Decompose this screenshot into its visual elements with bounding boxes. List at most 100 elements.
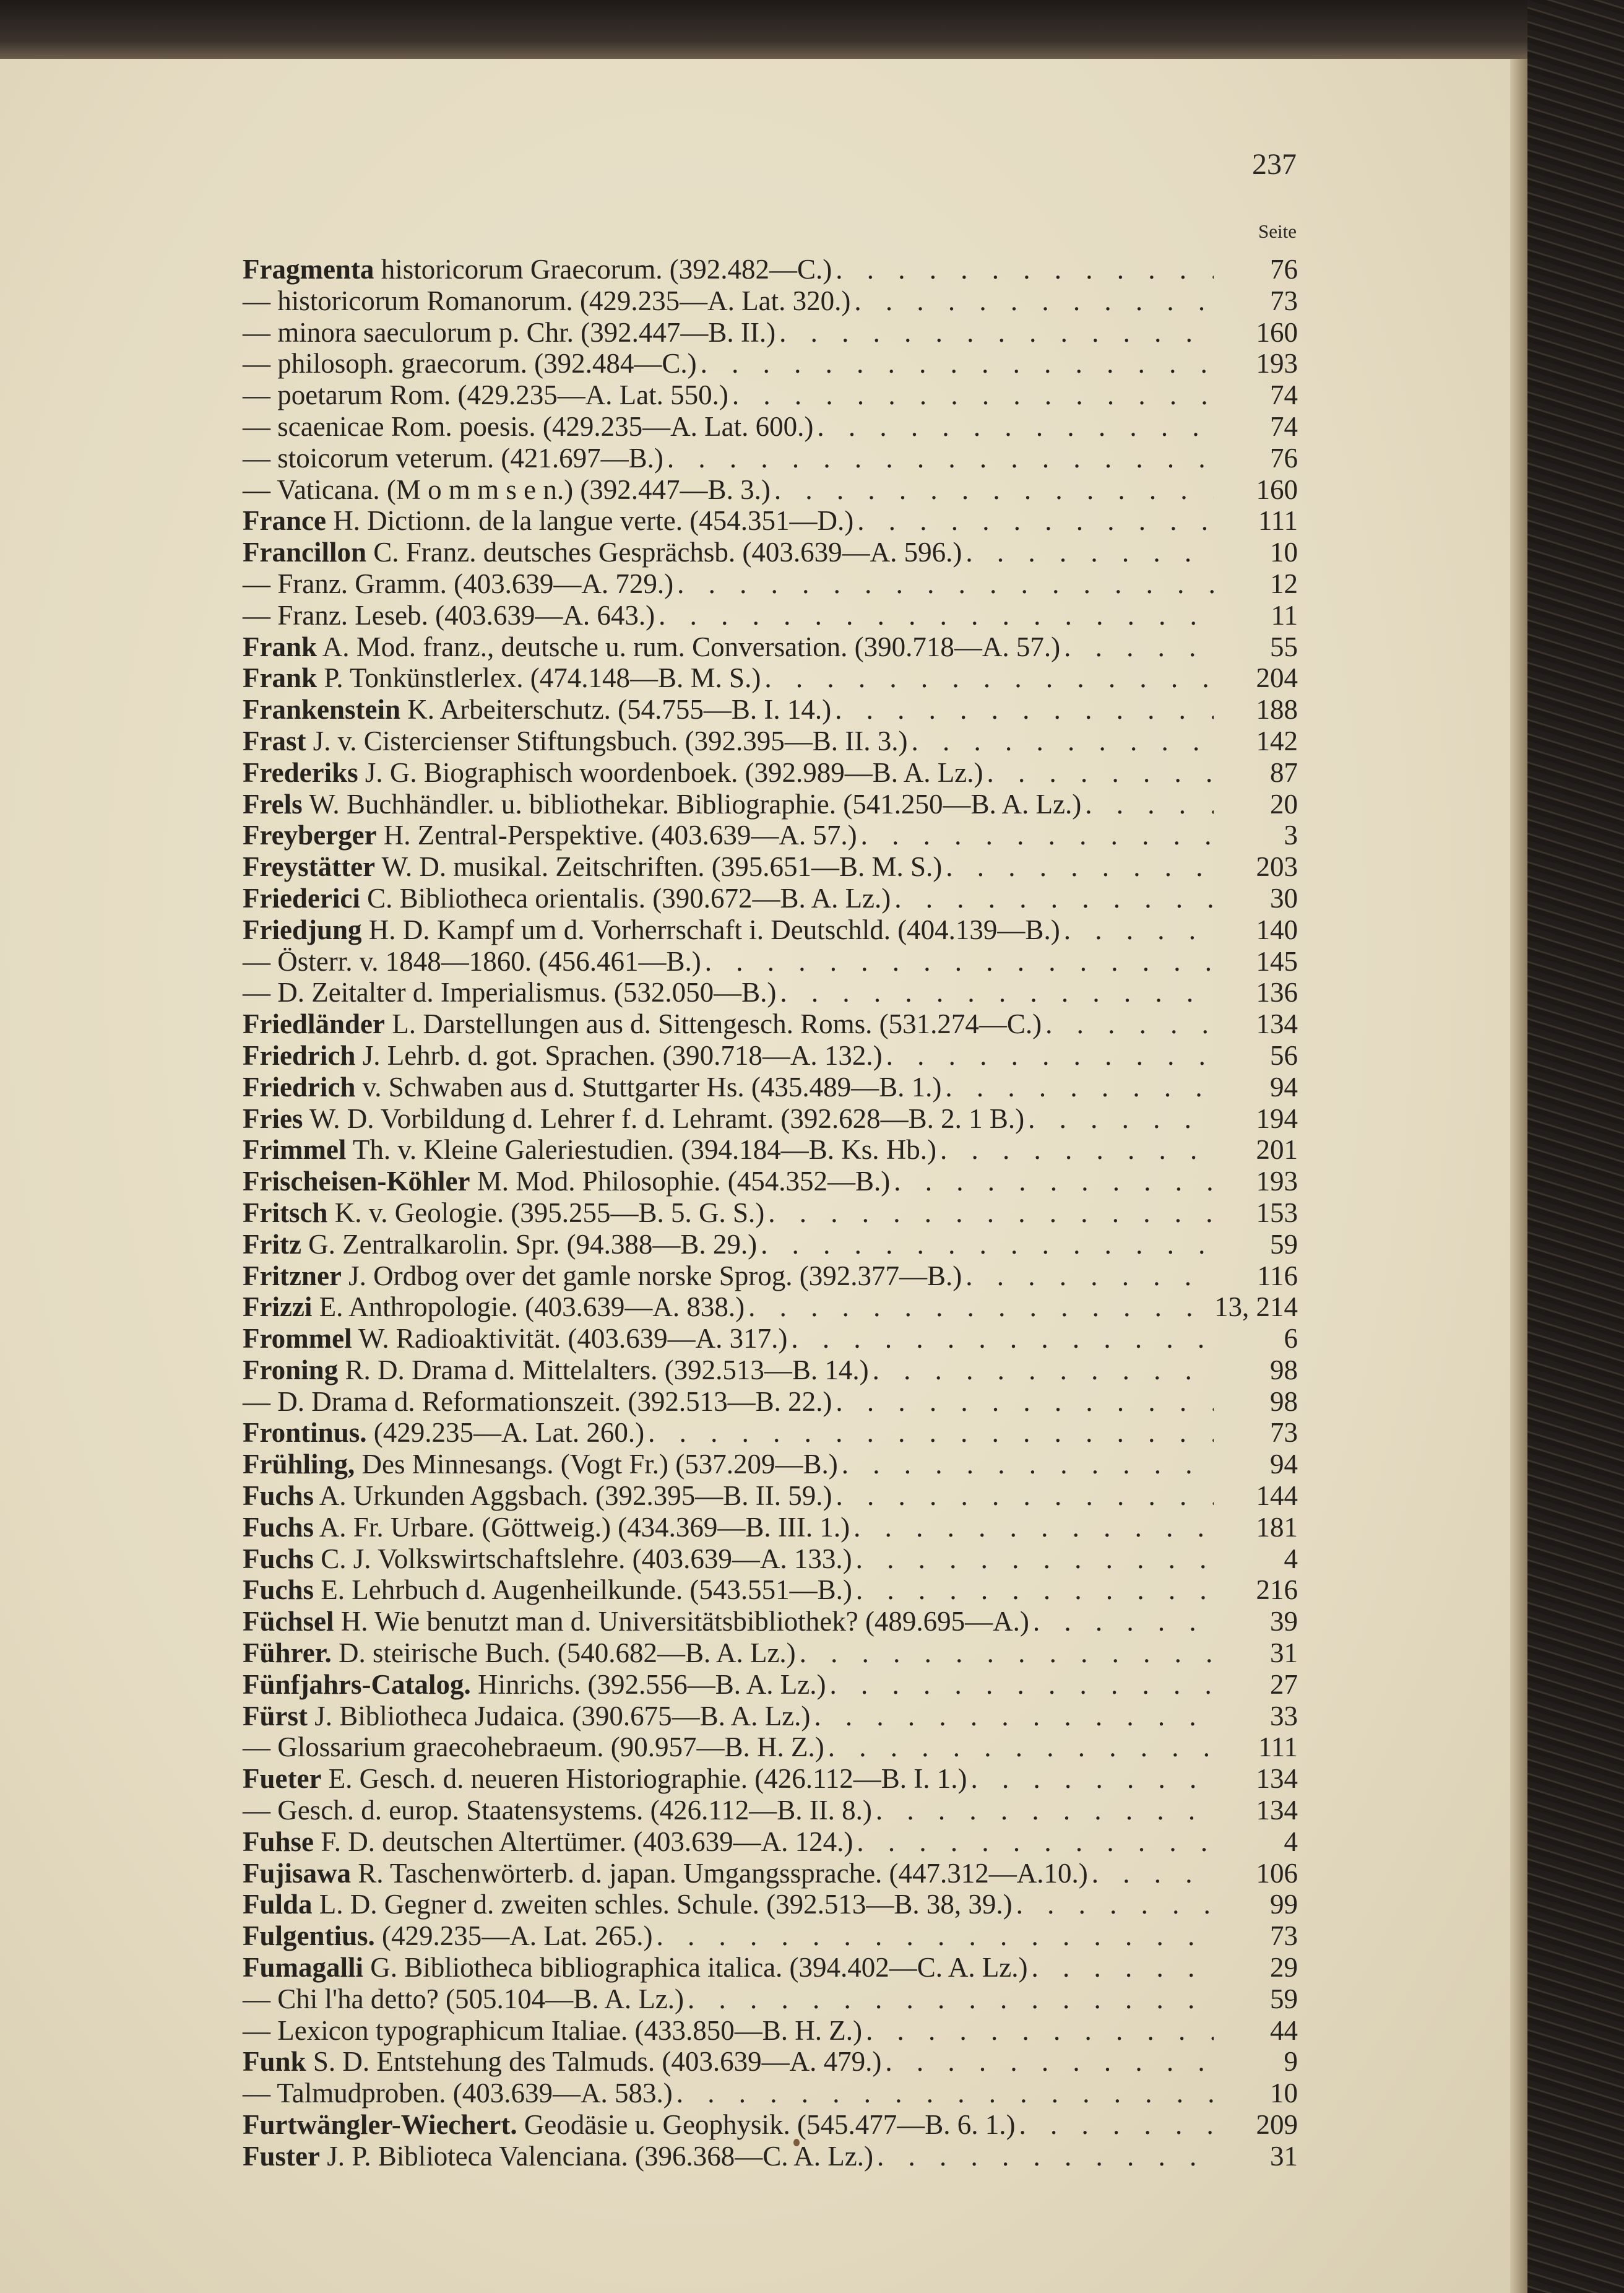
dot-leader bbox=[856, 1543, 1214, 1575]
entry-page: 134 bbox=[1256, 1795, 1298, 1826]
entry-page: 33 bbox=[1270, 1700, 1298, 1732]
entry-page: 56 bbox=[1270, 1039, 1298, 1071]
entry-title: — stoicorum veterum. (421.697—B.) bbox=[243, 442, 663, 474]
entry-title: W. D. musikal. Zeitschriften. (395.651—B… bbox=[375, 851, 943, 883]
entry-title: (429.235—A. Lat. 260.) bbox=[366, 1417, 645, 1449]
entry-page: 153 bbox=[1256, 1197, 1298, 1228]
index-entry: Frischeisen-Köhler M. Mod. Philosophie. … bbox=[243, 1166, 1298, 1197]
entry-page: 134 bbox=[1256, 1008, 1298, 1040]
index-entry: Frimmel Th. v. Kleine Galeriestudien. (3… bbox=[243, 1134, 1298, 1166]
entry-page: 106 bbox=[1256, 1857, 1298, 1889]
entry-text: Friedjung H. D. Kampf um d. Vorherrschaf… bbox=[243, 914, 1060, 946]
entry-text: Fuster J. P. Biblioteca Valenciana. (396… bbox=[243, 2141, 873, 2172]
entry-text: Fujisawa R. Taschenwörterb. d. japan. Um… bbox=[243, 1858, 1088, 1889]
entry-page: 59 bbox=[1270, 1983, 1298, 2014]
entry-text: Friedrich v. Schwaben aus d. Stuttgarter… bbox=[243, 1072, 941, 1103]
index-entry: Freyberger H. Zentral-Perspektive. (403.… bbox=[243, 820, 1298, 851]
entry-title: H. Wie benutzt man d. Universitätsbiblio… bbox=[334, 1606, 1029, 1637]
entry-page: 31 bbox=[1270, 1637, 1298, 1669]
entry-title: v. Schwaben aus d. Stuttgarter Hs. (435.… bbox=[355, 1071, 942, 1103]
entry-page: 181 bbox=[1256, 1511, 1298, 1543]
dot-leader bbox=[688, 1983, 1214, 2015]
index-entry: Frühling, Des Minnesangs. (Vogt Fr.) (53… bbox=[243, 1449, 1298, 1480]
book-binding-right bbox=[1527, 0, 1624, 2293]
index-entry: Fritzner J. Ordbog over det gamle norske… bbox=[243, 1260, 1298, 1292]
entry-title: J. v. Cistercienser Stiftungsbuch. (392.… bbox=[306, 725, 908, 756]
index-entry: Friedrich v. Schwaben aus d. Stuttgarter… bbox=[243, 1072, 1298, 1103]
entry-text: France H. Dictionn. de la langue verte. … bbox=[243, 505, 853, 537]
entry-text: Fünfjahrs-Catalog. Hinrichs. (392.556—B.… bbox=[243, 1669, 826, 1701]
entry-page: 76 bbox=[1270, 254, 1298, 285]
entry-title: historicorum Graecorum. (392.482—C.) bbox=[374, 254, 832, 285]
index-entry: Füchsel H. Wie benutzt man d. Universitä… bbox=[243, 1606, 1298, 1637]
entry-text: Füchsel H. Wie benutzt man d. Universitä… bbox=[243, 1606, 1029, 1637]
index-entry: — minora saeculorum p. Chr. (392.447—B. … bbox=[243, 317, 1298, 349]
entry-text: Fritzner J. Ordbog over det gamle norske… bbox=[243, 1260, 962, 1292]
entry-page: 204 bbox=[1256, 662, 1298, 694]
index-entry: Frank A. Mod. franz., deutsche u. rum. C… bbox=[243, 631, 1298, 663]
dot-leader bbox=[836, 254, 1214, 285]
entry-author: Furtwängler-Wiechert. bbox=[243, 2109, 517, 2141]
entry-author: Froning bbox=[243, 1354, 339, 1385]
entry-page: 11 bbox=[1271, 599, 1298, 631]
dot-leader bbox=[814, 1701, 1214, 1732]
index-entry: Fujisawa R. Taschenwörterb. d. japan. Um… bbox=[243, 1858, 1298, 1889]
entry-text: — stoicorum veterum. (421.697—B.) bbox=[243, 443, 663, 474]
entry-text: Frimmel Th. v. Kleine Galeriestudien. (3… bbox=[243, 1134, 936, 1166]
entry-page: 12 bbox=[1270, 568, 1298, 599]
dot-leader bbox=[732, 379, 1214, 411]
paper-speck bbox=[793, 2139, 800, 2146]
index-entry: — philosoph. graecorum. (392.484—C.) 193 bbox=[243, 348, 1298, 379]
entry-author: Führer. bbox=[243, 1637, 332, 1669]
index-entry: Fuchs C. J. Volkswirtschaftslehre. (403.… bbox=[243, 1543, 1298, 1575]
index-entry: Fuhse F. D. deutschen Altertümer. (403.6… bbox=[243, 1826, 1298, 1858]
entry-title: — philosoph. graecorum. (392.484—C.) bbox=[243, 348, 697, 379]
index-entry: Frontinus. (429.235—A. Lat. 260.) 73 bbox=[243, 1417, 1298, 1449]
entry-title: W. Buchhändler. u. bibliothekar. Bibliog… bbox=[302, 788, 1082, 820]
index-entry: Fuchs A. Fr. Urbare. (Göttweig.) (434.36… bbox=[243, 1512, 1298, 1543]
index-entry: — D. Drama d. Reformationszeit. (392.513… bbox=[243, 1386, 1298, 1418]
index-entry: Frankenstein K. Arbeiterschutz. (54.755—… bbox=[243, 694, 1298, 726]
entry-author: Fulgentius. bbox=[243, 1920, 375, 1952]
entry-author: Francillon bbox=[243, 537, 366, 568]
dot-leader bbox=[1064, 914, 1214, 946]
entry-text: — Österr. v. 1848—1860. (456.461—B.) bbox=[243, 946, 701, 977]
index-entry: — Talmudproben. (403.639—A. 583.) 10 bbox=[243, 2078, 1298, 2109]
entry-text: — Talmudproben. (403.639—A. 583.) bbox=[243, 2078, 673, 2109]
entry-page: 74 bbox=[1270, 379, 1298, 411]
entry-page: 98 bbox=[1270, 1385, 1298, 1417]
entry-title: Des Minnesangs. (Vogt Fr.) (537.209—B.) bbox=[355, 1449, 838, 1480]
index-entry: Fulgentius. (429.235—A. Lat. 265.) 73 bbox=[243, 1920, 1298, 1952]
entry-title: — poetarum Rom. (429.235—A. Lat. 550.) bbox=[243, 379, 728, 411]
dot-leader bbox=[791, 1323, 1214, 1355]
entry-title: C. Bibliotheca orientalis. (390.672—B. A… bbox=[360, 882, 891, 914]
entry-author: Frühling, bbox=[243, 1449, 355, 1480]
entry-title: H. Zentral-Perspektive. (403.639—A. 57.) bbox=[376, 820, 857, 851]
entry-title: Geodäsie u. Geophysik. (545.477—B. 6. 1.… bbox=[517, 2109, 1016, 2141]
index-entry: — Vaticana. (M o m m s e n.) (392.447—B.… bbox=[243, 474, 1298, 506]
entry-author: Frontinus. bbox=[243, 1417, 367, 1449]
entry-page: 87 bbox=[1270, 756, 1298, 788]
entry-page: 39 bbox=[1270, 1606, 1298, 1637]
entry-text: — Chi l'ha detto? (505.104—B. A. Lz.) bbox=[243, 1983, 684, 2015]
entry-author: Friedländer bbox=[243, 1008, 385, 1040]
dot-leader bbox=[748, 1291, 1211, 1323]
entry-page: 73 bbox=[1270, 1920, 1298, 1952]
entry-title: — scaenicae Rom. poesis. (429.235—A. Lat… bbox=[243, 410, 814, 442]
dot-leader bbox=[1016, 1889, 1214, 1920]
entry-title: (429.235—A. Lat. 265.) bbox=[374, 1920, 653, 1952]
entry-text: Fuchs C. J. Volkswirtschaftslehre. (403.… bbox=[243, 1543, 852, 1575]
entry-page: 203 bbox=[1256, 851, 1298, 883]
dot-leader bbox=[676, 2078, 1214, 2109]
entry-page: 55 bbox=[1270, 631, 1298, 662]
entry-title: F. D. deutschen Altertümer. (403.639—A. … bbox=[314, 1826, 853, 1857]
entry-title: — minora saeculorum p. Chr. (392.447—B. … bbox=[243, 316, 776, 348]
entry-text: Fritz G. Zentralkarolin. Spr. (94.388—B.… bbox=[243, 1229, 757, 1260]
index-entry: — Franz. Leseb. (403.639—A. 643.) 11 bbox=[243, 600, 1298, 631]
entry-title: R. D. Drama d. Mittelalters. (392.513—B.… bbox=[338, 1354, 869, 1385]
dot-leader bbox=[828, 1732, 1214, 1763]
entry-text: — Glossarium graecohebraeum. (90.957—B. … bbox=[243, 1732, 824, 1763]
index-entry: Fünfjahrs-Catalog. Hinrichs. (392.556—B.… bbox=[243, 1669, 1298, 1701]
dot-leader bbox=[965, 537, 1214, 568]
dot-leader bbox=[857, 1826, 1214, 1858]
